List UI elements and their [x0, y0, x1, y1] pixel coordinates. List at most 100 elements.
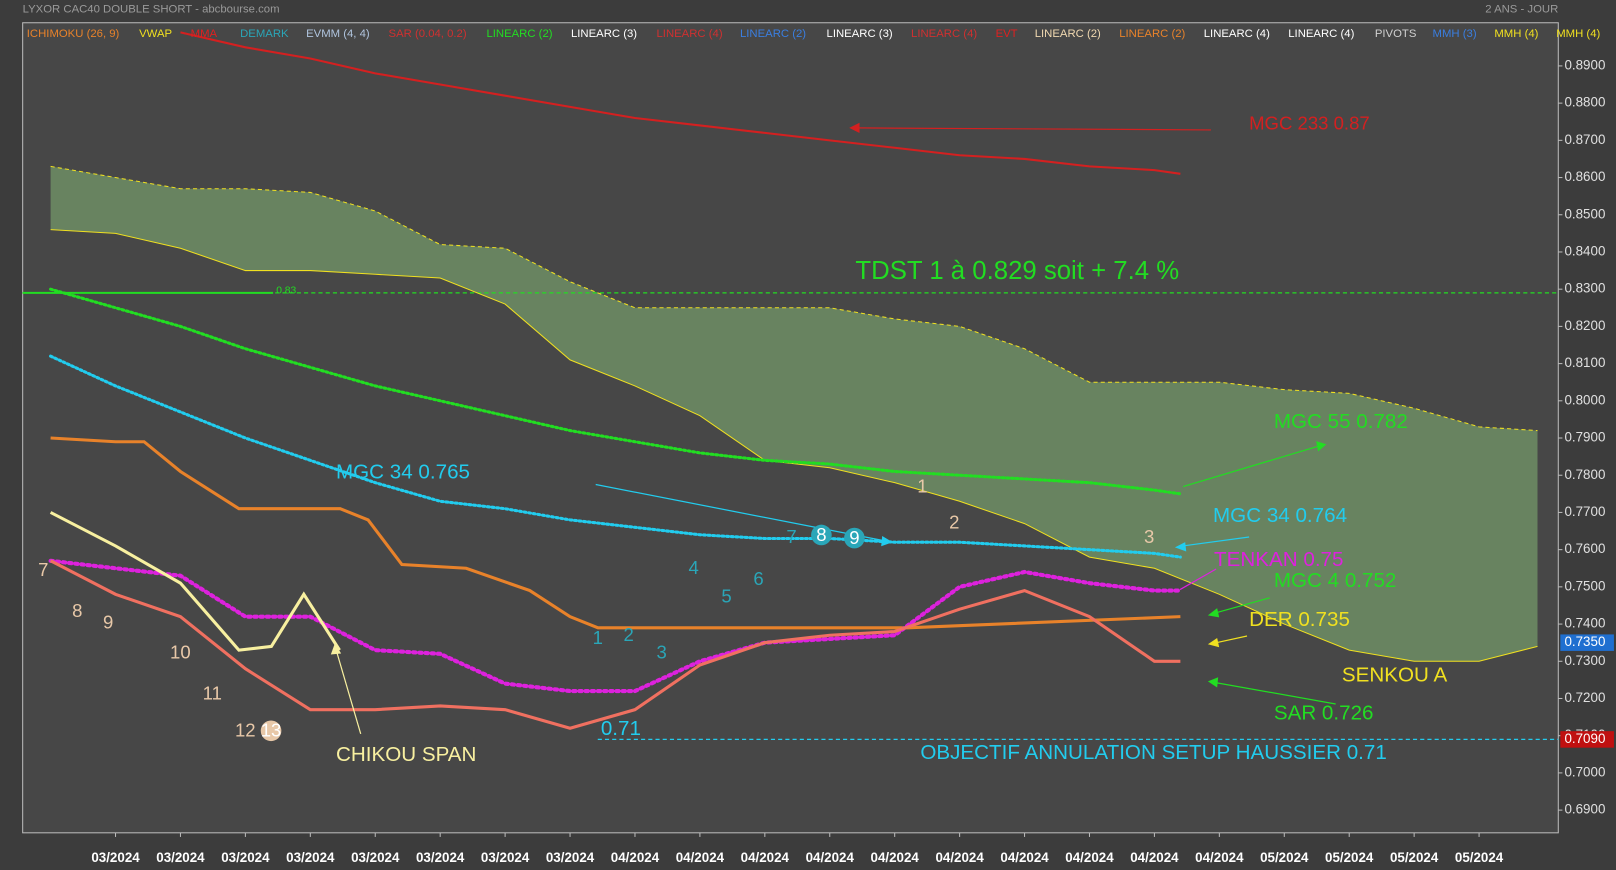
- indicator-label: LINEARC (4): [1204, 28, 1270, 40]
- annotation: SAR 0.726: [1274, 702, 1374, 725]
- count-label: 8: [816, 524, 826, 545]
- y-tick-label: 0.8400: [1564, 243, 1605, 258]
- series-line: [49, 511, 341, 652]
- arrow: [1179, 536, 1250, 547]
- indicator-label: LINEARC (4): [1288, 28, 1354, 40]
- indicator-label: MMA: [191, 28, 218, 40]
- indicator-label: LINEARC (4): [911, 28, 977, 40]
- arrow-head: [1316, 441, 1327, 452]
- y-tick-label: 0.7900: [1564, 430, 1605, 445]
- arrow: [595, 483, 887, 542]
- price-label-box: [1560, 634, 1614, 651]
- arrow-head: [1207, 677, 1219, 688]
- x-tick-label: 03/2024: [156, 850, 205, 865]
- count-label: 3: [656, 641, 666, 662]
- count-label: 7: [786, 526, 796, 547]
- count-label: 1: [917, 475, 927, 496]
- y-tick-label: 0.8500: [1564, 206, 1605, 221]
- count-circle: [844, 527, 865, 549]
- arrow: [1182, 444, 1322, 488]
- annotation: MGC 4 0.752: [1274, 569, 1397, 592]
- count-label: 7: [38, 559, 48, 580]
- y-tick-label: 0.7600: [1564, 541, 1605, 556]
- arrow: [1179, 568, 1217, 591]
- y-tick-label: 0.7400: [1564, 616, 1605, 631]
- price-label-box: [1560, 731, 1614, 748]
- count-label: 4: [688, 557, 698, 578]
- indicator-label: VWAP: [139, 28, 172, 40]
- x-tick-label: 04/2024: [676, 850, 725, 865]
- y-tick-label: 0.8300: [1564, 281, 1605, 296]
- x-tick-label: 05/2024: [1325, 850, 1374, 865]
- y-tick-label: 0.7500: [1564, 578, 1605, 593]
- series-line: [50, 165, 1538, 432]
- count-label: 1: [593, 627, 603, 648]
- y-tick-label: 0.8600: [1564, 169, 1605, 184]
- x-tick-label: 04/2024: [1000, 850, 1049, 865]
- indicator-label: DEMARK: [240, 28, 289, 40]
- annotation: TDST 1 à 0.829 soit + 7.4 %: [855, 257, 1179, 285]
- series-line: [49, 287, 1182, 496]
- count-label: 13: [261, 720, 282, 741]
- series-line: [50, 436, 1181, 630]
- indicator-label: SAR (0.04, 0.2): [389, 28, 467, 40]
- indicator-label: MMH (4): [1494, 28, 1538, 40]
- x-tick-label: 04/2024: [935, 850, 984, 865]
- series-line: [180, 31, 1181, 175]
- arrow-head: [881, 536, 893, 547]
- x-tick-label: 04/2024: [806, 850, 855, 865]
- count-label: 10: [170, 641, 191, 662]
- x-tick-label: 03/2024: [481, 850, 530, 865]
- y-tick-label: 0.8900: [1564, 57, 1605, 72]
- indicator-label: LINEARC (2): [740, 28, 806, 40]
- indicator-label: MMH (4): [1556, 28, 1600, 40]
- arrow-head: [1207, 608, 1220, 618]
- indicator-label: LINEARC (2): [1035, 28, 1101, 40]
- count-circle: [811, 524, 832, 546]
- arrow-head: [849, 122, 860, 134]
- x-tick-label: 04/2024: [741, 850, 790, 865]
- y-tick-label: 0.8700: [1564, 132, 1605, 147]
- count-circle: [260, 720, 282, 742]
- arrow-head: [1174, 542, 1187, 552]
- y-tick-label: 0.7200: [1564, 690, 1605, 705]
- x-tick-label: 03/2024: [91, 850, 140, 865]
- x-tick-label: 03/2024: [221, 850, 270, 865]
- indicator-label: ICHIMOKU (26, 9): [27, 28, 120, 40]
- indicator-label: LINEARC (3): [827, 28, 893, 40]
- count-label: 11: [203, 683, 222, 704]
- price-label: 0.7090: [1564, 731, 1605, 746]
- y-tick-label: 0.8000: [1564, 392, 1605, 407]
- annotation: MGC 34 0.764: [1213, 504, 1347, 527]
- annotation: MGC 55 0.782: [1274, 410, 1408, 433]
- y-tick-label: 0.6900: [1564, 802, 1605, 817]
- y-tick-label: 0.7000: [1564, 764, 1605, 779]
- indicator-label: LINEARC (2): [1119, 28, 1185, 40]
- count-label: 3: [1144, 526, 1154, 547]
- x-tick-label: 05/2024: [1260, 850, 1309, 865]
- series-line: [50, 229, 1538, 662]
- annotation: CHIKOU SPAN: [336, 743, 476, 766]
- x-tick-label: 04/2024: [611, 850, 660, 865]
- count-label: 9: [849, 527, 859, 548]
- arrow: [335, 649, 362, 735]
- y-tick-label: 0.7700: [1564, 504, 1605, 519]
- indicator-label: EVMM (4, 4): [306, 28, 370, 40]
- annotation: OBJECTIF ANNULATION SETUP HAUSSIER 0.71: [920, 741, 1386, 764]
- annotation: SENKOU A: [1342, 664, 1448, 687]
- indicator-label: MMH (3): [1433, 28, 1477, 40]
- y-tick-label: 0.8200: [1564, 318, 1605, 333]
- annotation: 0.83: [276, 285, 296, 296]
- count-label: 5: [721, 586, 731, 607]
- annotation: MGC 233 0.87: [1249, 113, 1370, 134]
- x-tick-label: 03/2024: [546, 850, 595, 865]
- indicator-label: LINEARC (2): [486, 28, 552, 40]
- annotation: DER 0.735: [1249, 608, 1350, 631]
- count-label: 2: [624, 624, 634, 645]
- x-tick-label: 04/2024: [871, 850, 920, 865]
- x-tick-label: 04/2024: [1195, 850, 1244, 865]
- x-tick-label: 03/2024: [351, 850, 400, 865]
- indicator-label: LINEARC (4): [657, 28, 723, 40]
- arrows: [330, 122, 1336, 735]
